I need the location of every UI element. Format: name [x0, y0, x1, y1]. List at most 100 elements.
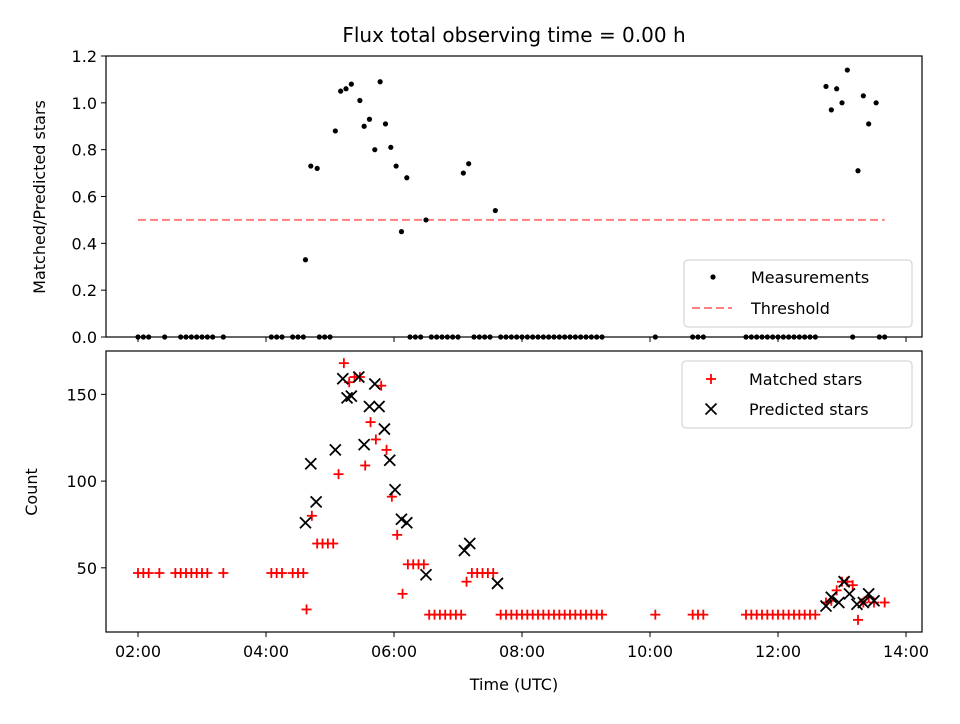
- legend-marker-matched: [706, 374, 716, 384]
- matched-star-point: [376, 380, 387, 391]
- predicted-star-point: [363, 400, 376, 413]
- measurement-point: [567, 334, 573, 340]
- y-tick-label: 1.2: [72, 47, 97, 66]
- measurement-point: [748, 334, 754, 340]
- measurement-point: [300, 334, 306, 340]
- matched-star-point: [597, 609, 607, 620]
- matched-star-point: [847, 580, 858, 591]
- y-tick-label: 0.8: [72, 141, 97, 160]
- measurement-point: [316, 334, 322, 340]
- matched-star-point: [488, 568, 499, 579]
- measurement-point: [546, 334, 552, 340]
- y-tick-label: 0.0: [72, 328, 97, 347]
- x-tick-label: 14:00: [883, 642, 929, 661]
- predicted-star-point: [340, 391, 354, 404]
- measurement-point: [823, 83, 829, 90]
- predicted-star-point: [458, 544, 471, 557]
- matched-star-point: [298, 568, 309, 579]
- measurement-point: [583, 334, 589, 340]
- predicted-star-point: [843, 587, 856, 600]
- predicted-star-point: [388, 483, 402, 496]
- measurement-point: [357, 97, 363, 104]
- measurement-point: [764, 334, 770, 340]
- measurement-point: [839, 100, 845, 106]
- x-tick-label: 12:00: [755, 642, 801, 661]
- measurement-point: [775, 334, 781, 340]
- measurement-point: [482, 334, 488, 340]
- measurement-point: [460, 170, 466, 176]
- measurement-point: [279, 334, 285, 340]
- measurement-point: [314, 165, 320, 171]
- measurement-point: [588, 334, 594, 340]
- measurement-point: [398, 229, 405, 235]
- measurement-point: [873, 100, 879, 106]
- measurement-point: [828, 107, 834, 113]
- measurement-point: [802, 334, 808, 340]
- predicted-star-point: [491, 577, 504, 590]
- measurement-point: [551, 334, 557, 340]
- predicted-star-point: [378, 422, 391, 436]
- measurement-point: [780, 334, 786, 340]
- measurement-point: [850, 334, 856, 340]
- matched-star-point: [418, 559, 429, 570]
- predicted-star-point: [400, 516, 413, 529]
- matched-star-point: [831, 585, 842, 596]
- measurement-point: [492, 207, 498, 214]
- measurement-point: [220, 334, 226, 340]
- measurement-point: [530, 334, 536, 340]
- measurement-point: [471, 334, 477, 340]
- measurement-point: [183, 334, 189, 340]
- matched-star-point: [650, 609, 661, 620]
- measurement-point: [388, 144, 394, 150]
- measurement-point: [404, 175, 410, 181]
- measurement-point: [412, 334, 418, 340]
- measurement-point: [444, 334, 450, 340]
- matched-star-point: [879, 597, 890, 608]
- measurement-point: [514, 334, 520, 340]
- measurement-point: [594, 334, 600, 340]
- measurement-point: [796, 334, 802, 340]
- plot-frame: [105, 350, 923, 633]
- predicted-star-point: [867, 594, 881, 607]
- measurement-point: [348, 81, 354, 87]
- matched-star-point: [381, 444, 392, 455]
- measurement-point: [382, 121, 389, 127]
- predicted-star-point: [862, 587, 875, 600]
- measurement-point: [754, 334, 760, 340]
- matched-star-point: [397, 588, 408, 599]
- measurement-point: [652, 334, 658, 340]
- legend-box: [683, 259, 913, 328]
- measurement-point: [844, 67, 850, 73]
- measurement-point: [476, 334, 482, 340]
- matched-star-point: [461, 576, 472, 587]
- measurement-point: [302, 257, 309, 263]
- matched-star-point: [154, 568, 165, 579]
- measurement-point: [146, 334, 152, 340]
- measurement-point: [295, 334, 301, 340]
- measurement-point: [503, 334, 509, 340]
- measurement-point: [562, 334, 568, 340]
- measurement-point: [556, 334, 562, 340]
- measurement-point: [572, 334, 578, 340]
- measurement-point: [343, 86, 349, 92]
- measurement-point: [322, 334, 328, 340]
- predicted-star-point: [419, 568, 433, 581]
- measurement-point: [338, 88, 344, 94]
- measurement-point: [199, 334, 205, 340]
- matched-star-point: [301, 604, 312, 615]
- predicted-star-point: [857, 596, 870, 609]
- measurement-point: [439, 334, 445, 340]
- measurement-point: [418, 334, 424, 340]
- legend-label-predicted: Predicted stars: [749, 400, 869, 419]
- matched-star-point: [370, 434, 381, 445]
- predicted-star-point: [368, 377, 381, 391]
- measurement-point: [535, 334, 541, 340]
- matched-star-point: [306, 510, 317, 521]
- measurement-point: [508, 334, 514, 340]
- measurement-point: [204, 334, 210, 340]
- measurement-point: [407, 334, 413, 340]
- measurement-point: [876, 334, 882, 340]
- measurement-point: [393, 163, 399, 169]
- measurement-point: [423, 217, 429, 223]
